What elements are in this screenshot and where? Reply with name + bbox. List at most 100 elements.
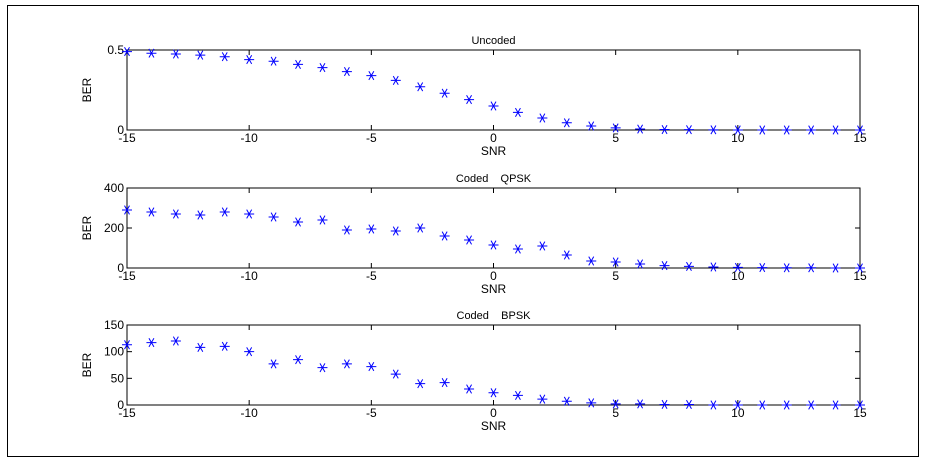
data-point	[439, 231, 450, 241]
y-tick-label: 150	[104, 318, 124, 332]
data-point	[610, 399, 621, 409]
x-tick-label: -10	[240, 406, 258, 420]
data-point	[855, 400, 865, 410]
x-tick-label: 10	[731, 406, 745, 420]
data-point	[586, 256, 597, 266]
data-point	[512, 107, 523, 117]
data-point	[170, 209, 181, 219]
axes-box	[126, 187, 861, 269]
x-tick-label: -5	[366, 131, 377, 145]
data-point	[635, 124, 646, 134]
y-tick-label: 50	[111, 371, 125, 385]
data-point	[488, 388, 499, 398]
data-point	[659, 261, 670, 271]
data-point	[635, 399, 646, 409]
data-point	[659, 124, 670, 135]
data-point	[415, 379, 426, 389]
data-point	[512, 390, 523, 400]
data-point	[806, 400, 817, 410]
data-point	[781, 125, 792, 135]
data-point	[341, 67, 352, 77]
subplot-1: Uncoded -15 -10 -5 0 5 10 15 0 0.5 SNR BER	[80, 35, 867, 158]
y-tick-label: 200	[104, 221, 124, 235]
y-tick-label: 100	[104, 345, 124, 359]
data-point	[806, 125, 817, 135]
data-point	[537, 241, 548, 251]
data-point	[366, 224, 377, 234]
data-point	[219, 207, 230, 217]
data-point	[122, 340, 132, 350]
x-tick-label: 10	[731, 131, 745, 145]
data-point	[390, 75, 401, 85]
x-tick-label: 5	[612, 269, 619, 283]
x-tick-label: 15	[853, 406, 867, 420]
data-point	[732, 400, 743, 410]
data-point	[781, 400, 792, 410]
data-point	[708, 400, 719, 410]
chart-title: Coded QPSK	[456, 173, 532, 185]
x-tick-label: -5	[366, 269, 377, 283]
data-point	[464, 235, 475, 245]
data-point	[317, 363, 328, 373]
data-point	[610, 123, 621, 133]
x-tick-label: -5	[366, 406, 377, 420]
data-point	[195, 50, 206, 60]
x-tick-label: 15	[853, 269, 867, 283]
data-point	[683, 399, 694, 410]
data-point	[219, 52, 230, 62]
data-point	[635, 259, 646, 269]
x-tick-label: 15	[853, 131, 867, 145]
data-point	[732, 125, 743, 135]
data-point	[488, 101, 499, 111]
data-point	[341, 225, 352, 235]
data-point	[170, 49, 181, 59]
data-point	[757, 263, 768, 273]
data-point	[439, 88, 450, 98]
data-point	[610, 257, 621, 267]
data-point	[488, 240, 499, 250]
data-point	[122, 205, 132, 215]
data-point	[293, 217, 304, 227]
data-point	[757, 400, 768, 410]
axes-box	[126, 49, 861, 131]
data-point	[512, 244, 523, 254]
data-point	[586, 398, 597, 408]
axes-box	[126, 324, 861, 406]
y-tick-label: 0	[117, 123, 124, 137]
data-point	[122, 47, 132, 57]
x-tick-label: 0	[490, 131, 497, 145]
data-point	[830, 263, 841, 273]
data-point	[708, 262, 719, 272]
x-tick-label: 0	[490, 406, 497, 420]
data-point	[170, 336, 181, 346]
x-tick-label: 5	[612, 406, 619, 420]
data-point	[683, 261, 694, 271]
data-point	[855, 263, 865, 273]
data-point	[390, 226, 401, 236]
data-point	[830, 400, 841, 410]
y-axis-label: BER	[80, 77, 94, 102]
data-point	[268, 212, 279, 222]
x-axis-label: SNR	[481, 282, 507, 296]
x-tick-label: -10	[240, 269, 258, 283]
y-tick-label: 0	[117, 261, 124, 275]
data-point	[561, 396, 572, 406]
data-point	[244, 55, 255, 65]
x-tick-label: 5	[612, 131, 619, 145]
x-axis-label: SNR	[481, 419, 507, 433]
data-point	[317, 63, 328, 73]
data-point	[464, 95, 475, 105]
data-point	[146, 338, 157, 348]
data-point	[757, 125, 768, 135]
data-point	[781, 263, 792, 273]
data-point	[293, 59, 304, 69]
x-axis-label: SNR	[481, 144, 507, 158]
data-point	[537, 113, 548, 123]
x-tick-label: -10	[240, 131, 258, 145]
chart-title: Coded BPSK	[457, 310, 532, 322]
data-point	[366, 71, 377, 81]
x-tick-label: -15	[118, 406, 136, 420]
chart-title: Uncoded	[471, 35, 515, 47]
data-point	[537, 394, 548, 404]
